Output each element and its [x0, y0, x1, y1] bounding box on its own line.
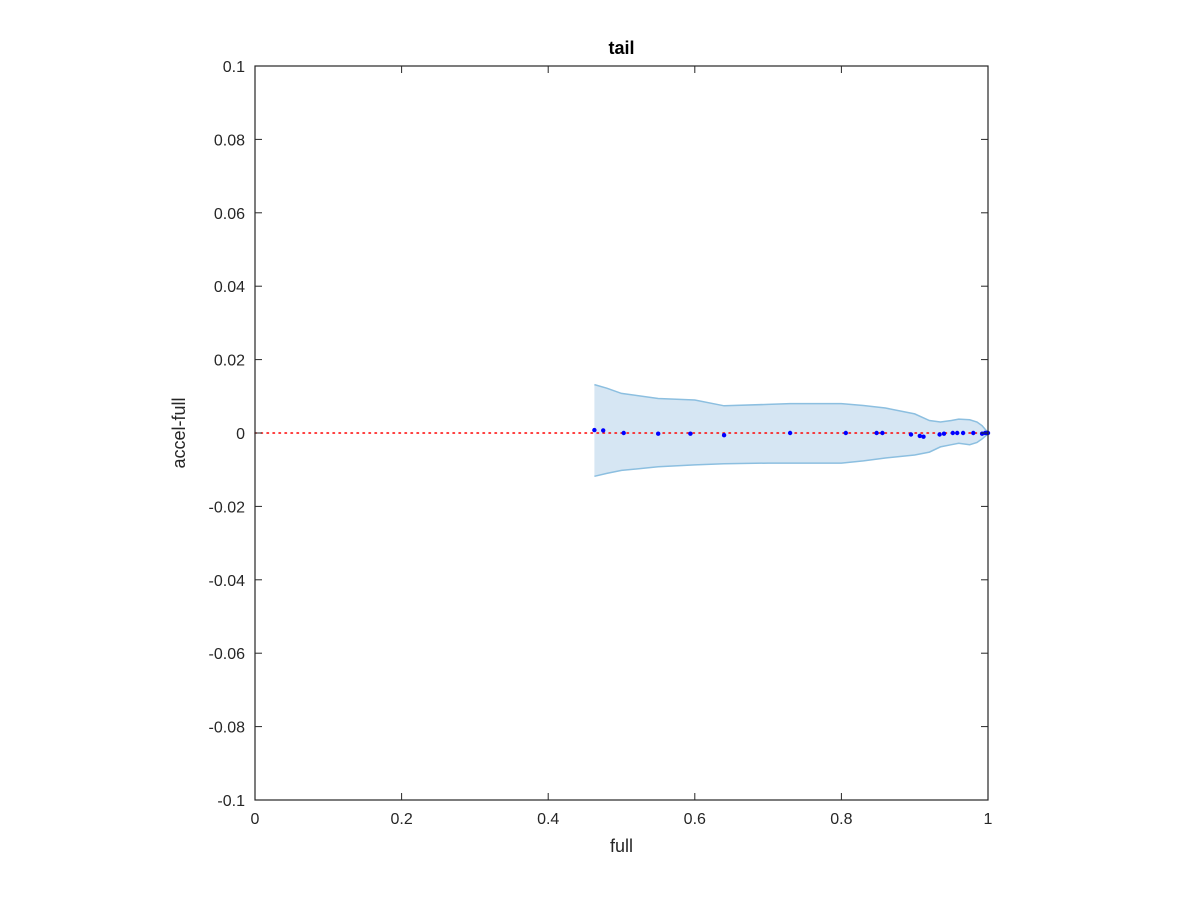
confidence-band-fill [594, 384, 988, 477]
data-point [941, 431, 947, 436]
y-tick-label: 0.06 [214, 206, 245, 223]
data-point [874, 430, 879, 436]
x-tick-label: 0.6 [684, 811, 706, 828]
x-ticks-layer: 0 0.2 0.4 0.6 0.8 1 [251, 66, 993, 828]
data-point [592, 427, 597, 433]
data-point [960, 430, 966, 436]
x-tick-label: 1 [984, 811, 993, 828]
data-point [656, 431, 661, 436]
data-point [955, 430, 960, 436]
y-tick-label: 0.04 [214, 279, 245, 296]
data-point [937, 432, 942, 437]
y-tick-label: 0.08 [214, 132, 245, 149]
y-ticks-layer: -0.1 -0.08 -0.06 -0.04 -0.02 0 0.02 0.04 0.06 0.0… [209, 59, 988, 810]
x-tick-label: 0 [251, 811, 260, 828]
data-point [843, 430, 848, 436]
data-point [971, 430, 976, 436]
data-point [621, 430, 626, 436]
y-axis-label: accel-full [169, 397, 189, 468]
x-tick-label: 0.4 [537, 811, 559, 828]
x-axis-label: full [610, 836, 633, 856]
data-point [917, 433, 922, 439]
data-point [908, 432, 914, 437]
confidence-band-lower-edge [594, 432, 989, 478]
data-point [921, 434, 926, 439]
y-tick-label: -0.1 [217, 793, 245, 810]
y-tick-label: -0.06 [209, 646, 246, 663]
data-point [787, 430, 793, 436]
confidence-band-layer [594, 383, 989, 478]
data-points-layer [592, 427, 991, 439]
x-tick-label: 0.8 [830, 811, 852, 828]
y-tick-label: 0.1 [223, 59, 245, 76]
data-point [688, 431, 693, 436]
data-point [880, 430, 885, 436]
data-point [950, 430, 955, 436]
data-point [721, 433, 727, 438]
x-tick-label: 0.2 [390, 811, 412, 828]
data-point [601, 428, 606, 433]
y-tick-label: 0.02 [214, 353, 245, 370]
y-tick-label: 0 [236, 426, 245, 443]
chart-title: tail [608, 38, 634, 58]
y-tick-label: -0.04 [209, 573, 246, 590]
y-tick-label: -0.08 [209, 720, 246, 737]
confidence-band-upper-edge [594, 383, 989, 434]
y-tick-label: -0.02 [209, 499, 246, 516]
